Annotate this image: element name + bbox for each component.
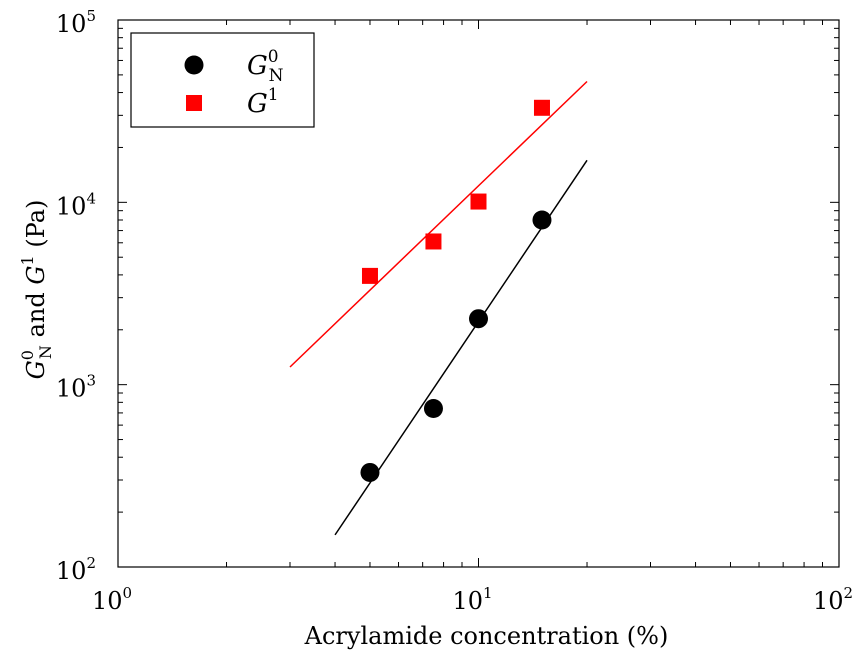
legend-label-main: G [247, 51, 268, 81]
x-tick-labels: 100 101 102 [92, 584, 853, 615]
x-tick-base: 10 [452, 587, 483, 615]
y-tick-label: 105 [56, 7, 96, 38]
y-axis-title-part: N [36, 345, 55, 359]
series-2-point-2 [425, 233, 442, 250]
fit-line-2 [289, 80, 588, 368]
y-tick-exp: 5 [86, 7, 96, 25]
legend-label-sup: 0 [268, 47, 279, 67]
y-tick-label: 103 [56, 372, 96, 403]
x-tick-base: 10 [813, 587, 844, 615]
y-axis-title-part: 0 [18, 350, 37, 360]
y-tick-base: 10 [56, 10, 87, 38]
tick-marks [118, 20, 839, 567]
y-tick-exp: 4 [86, 189, 96, 207]
legend-label-main: G [247, 89, 268, 119]
legend-label-1: G0 N [247, 47, 284, 86]
y-axis-title-part: G [22, 360, 50, 379]
series-2-point-3 [470, 193, 487, 210]
legend-label-2: G1 [247, 85, 279, 119]
legend: G0 NG1 [130, 32, 315, 128]
x-tick-label: 102 [813, 584, 853, 615]
x-axis-title: Acrylamide concentration (%) [304, 622, 669, 650]
y-axis-title-part: G [22, 266, 50, 285]
legend-label-sup: 1 [268, 85, 279, 105]
x-tick-exp: 1 [483, 584, 493, 602]
y-axis-title-part: (Pa) [22, 200, 50, 256]
y-tick-label: 104 [56, 189, 96, 220]
series-1-point-2 [423, 399, 443, 419]
legend-marker-2 [186, 95, 202, 111]
legend-box [130, 32, 315, 128]
series-2-point-1 [361, 267, 378, 284]
x-tick-exp: 0 [123, 584, 133, 602]
series-1-point-1 [360, 462, 380, 482]
y-tick-base: 10 [56, 192, 87, 220]
series-1-point-4 [532, 210, 552, 230]
x-tick-label: 100 [92, 584, 132, 615]
y-axis-title-part: 1 [18, 255, 37, 265]
y-tick-base: 10 [56, 375, 87, 403]
y-axis-title: G0N and G1 (Pa) [18, 200, 55, 380]
series-2-point-4 [533, 99, 550, 116]
x-tick-base: 10 [92, 587, 123, 615]
plot-content [289, 80, 588, 536]
y-tick-exp: 3 [86, 372, 96, 390]
x-tick-exp: 2 [844, 584, 854, 602]
y-axis-title-part: and [22, 285, 50, 345]
y-tick-exp: 2 [86, 554, 96, 572]
legend-marker-1 [184, 55, 204, 75]
y-tick-base: 10 [56, 557, 87, 585]
legend-label-sub: N [269, 66, 284, 86]
series-1-point-3 [469, 309, 488, 329]
x-tick-label: 101 [452, 584, 492, 615]
y-tick-label: 102 [56, 554, 96, 585]
